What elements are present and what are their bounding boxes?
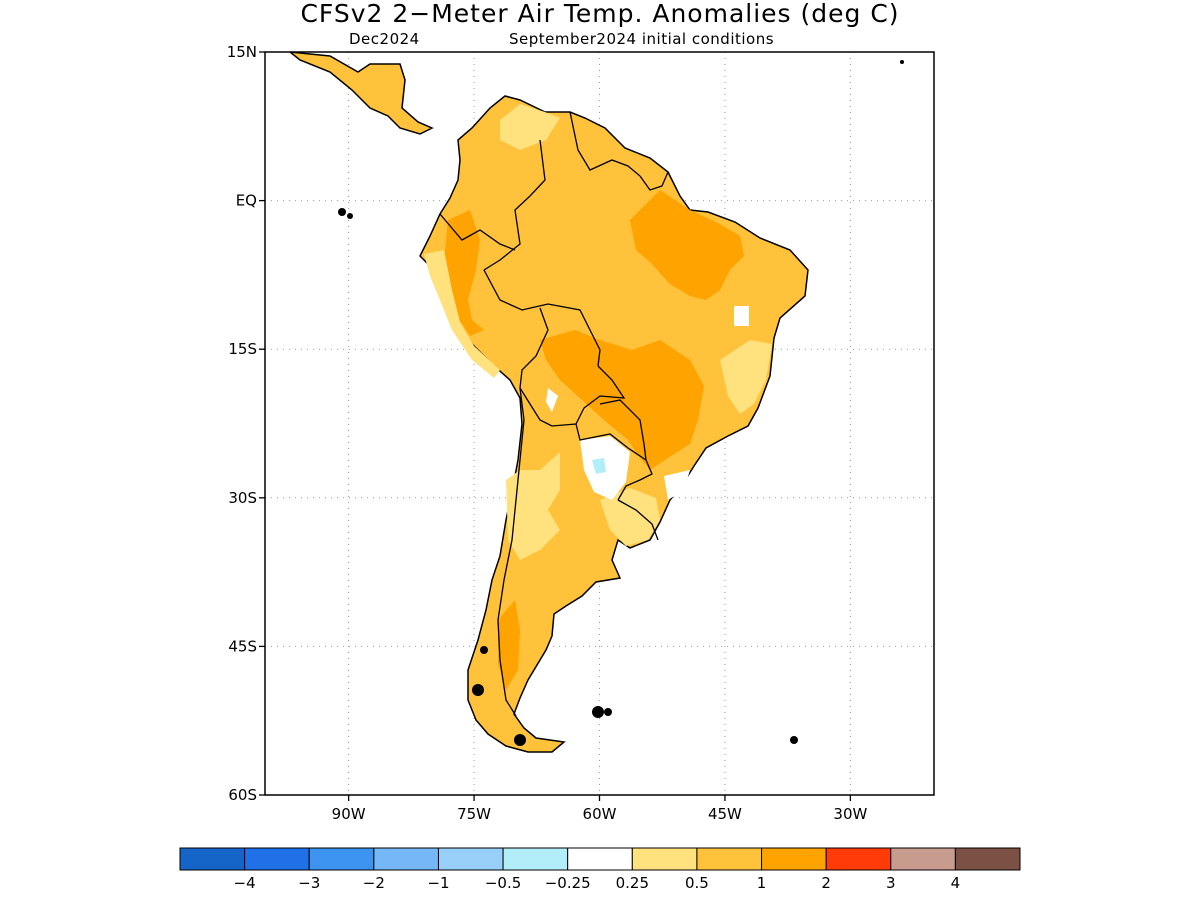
colorbar-label: −0.5 xyxy=(485,874,521,892)
colorbar-label: 4 xyxy=(951,874,961,892)
colorbar-label: −2 xyxy=(363,874,385,892)
colorbar-swatch xyxy=(890,847,956,871)
strong-anomaly-central xyxy=(540,330,704,470)
longitude-axis: 90W 75W 60W 45W 30W xyxy=(332,795,868,823)
latitude-axis: 15N EQ 15S 30S 45S 60S xyxy=(227,43,265,804)
forecast-month: Dec2024 xyxy=(349,30,420,48)
lon-label: 45W xyxy=(708,805,742,823)
colorbar-label: −1 xyxy=(427,874,449,892)
colorbar-swatch xyxy=(437,847,504,871)
near-zero-brazil-patch xyxy=(734,306,749,326)
central-america-land xyxy=(288,52,434,135)
colorbar-label: −3 xyxy=(298,874,320,892)
lon-label: 90W xyxy=(332,805,366,823)
colorbar-swatch xyxy=(761,847,827,871)
colorbar-label: 2 xyxy=(821,874,831,892)
moderate-anomaly-pampas xyxy=(600,488,660,546)
initial-conditions: September2024 initial conditions xyxy=(509,30,775,48)
colorbar-label: 0.25 xyxy=(616,874,649,892)
map-title: CFSv2 2−Meter Air Temp. Anomalies (deg C… xyxy=(300,0,900,28)
moderate-anomaly-chile xyxy=(506,452,560,560)
lat-label: EQ xyxy=(236,192,257,210)
strong-anomaly-west xyxy=(444,210,484,336)
colorbar-swatch xyxy=(244,847,310,871)
moderate-anomaly-north xyxy=(500,104,560,150)
colorbar-swatch xyxy=(179,847,246,871)
slight-cool-patch xyxy=(592,458,606,474)
colorbar-swatch xyxy=(825,847,892,871)
moderate-anomaly-coast xyxy=(424,250,500,378)
lat-label: 15N xyxy=(227,43,257,61)
colorbar-swatch xyxy=(696,847,763,871)
moderate-anomaly-east xyxy=(720,340,772,414)
colorbar-label: 1 xyxy=(757,874,767,892)
colorbar-swatch xyxy=(567,847,633,871)
lat-label: 30S xyxy=(228,489,257,507)
lat-label: 60S xyxy=(228,786,257,804)
lon-label: 75W xyxy=(457,805,491,823)
country-borders xyxy=(439,111,669,717)
colorbar-label: −0.25 xyxy=(545,874,591,892)
colorbar-swatch xyxy=(373,847,439,871)
colorbar-swatch xyxy=(631,847,698,871)
strong-anomaly-south xyxy=(498,600,520,690)
lon-label: 30W xyxy=(833,805,867,823)
colorbar-label: 3 xyxy=(886,874,896,892)
near-zero-coast-patch xyxy=(664,470,690,500)
islands xyxy=(338,60,904,746)
colorbar: −4 −3 −2 −1 −0.5 −0.25 0.25 0.5 1 2 3 4 xyxy=(179,847,1021,892)
colorbar-swatch xyxy=(502,847,569,871)
lat-label: 15S xyxy=(228,340,257,358)
colorbar-label: −4 xyxy=(234,874,256,892)
land-shading xyxy=(288,52,904,753)
colorbar-swatch xyxy=(954,847,1021,871)
lat-label: 45S xyxy=(228,637,257,655)
strong-anomaly-brazil xyxy=(630,190,744,300)
lon-label: 60W xyxy=(583,805,617,823)
colorbar-swatch xyxy=(308,847,375,871)
near-zero-andes-patch xyxy=(546,388,558,412)
colorbar-label: 0.5 xyxy=(685,874,709,892)
